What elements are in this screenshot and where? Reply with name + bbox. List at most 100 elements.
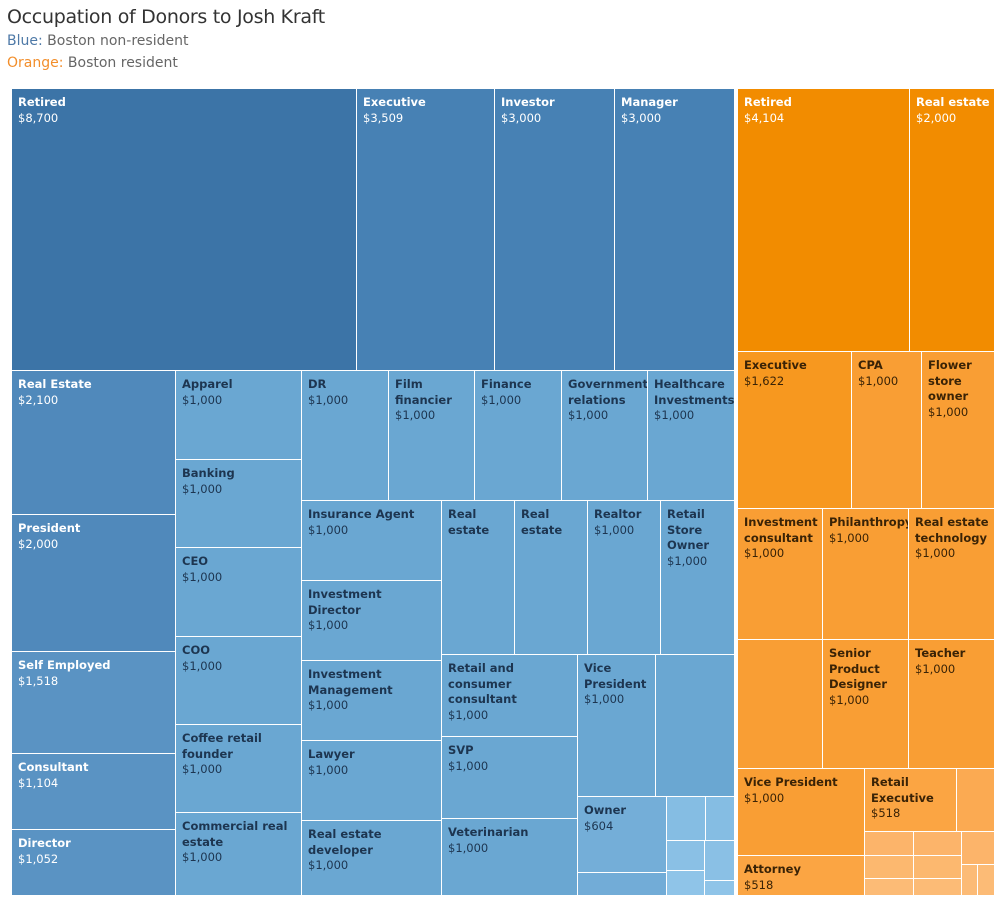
cell-label: Real estate developer: [308, 827, 382, 857]
cell-value: $1,000: [915, 546, 956, 560]
cell-label: Manager: [621, 95, 678, 109]
cell-value: $1,000: [308, 762, 349, 777]
treemap-cell-nonresident-self-employed[interactable]: Self Employed $1,518: [12, 652, 176, 754]
legend-orange-key: Orange:: [7, 55, 64, 71]
treemap-cell-resident-executive[interactable]: Executive $1,622: [738, 352, 852, 509]
cell-value: $1,000: [182, 569, 223, 584]
chart-title: Occupation of Donors to Josh Kraft: [7, 6, 325, 28]
cell-label: Real estate: [916, 95, 990, 109]
treemap-cell-nonresident-owner[interactable]: Owner $604: [578, 797, 667, 873]
cell-value: $604: [584, 818, 614, 833]
cell-label: President: [18, 521, 81, 535]
treemap-cell-nonresident-dr[interactable]: DR $1,000: [302, 371, 389, 501]
treemap-cell-nonresident-manager[interactable]: Manager $3,000: [615, 89, 735, 371]
resident-small-cell[interactable]: [914, 856, 962, 879]
cell-value: $1,000: [308, 392, 349, 407]
cell-label: Real Estate: [18, 377, 92, 391]
cell-label: Consultant: [18, 760, 89, 774]
treemap-cell-nonresident-coffee-retail-founder[interactable]: Coffee retail founder $1,000: [176, 725, 302, 813]
cell-label: Commercial real estate: [182, 819, 288, 849]
treemap-cell-nonresident-executive[interactable]: Executive $3,509: [357, 89, 495, 371]
treemap-cell-nonresident-coo[interactable]: COO $1,000: [176, 637, 302, 725]
resident-small-cell[interactable]: [978, 865, 995, 896]
treemap-cell-resident-real-estate-technology[interactable]: Real estate technology $1,000: [909, 509, 995, 640]
resident-small-cell[interactable]: [865, 879, 914, 896]
cell-value: $1,000: [928, 404, 969, 419]
treemap-cell-nonresident-real-estate[interactable]: Real estate: [442, 501, 515, 655]
nonresident-small-cell[interactable]: [705, 881, 735, 896]
nonresident-small-cell[interactable]: [656, 655, 735, 797]
resident-small-cell[interactable]: [914, 879, 962, 896]
nonresident-small-cell[interactable]: [706, 797, 735, 841]
treemap-cell-nonresident-insurance-agent[interactable]: Insurance Agent $1,000: [302, 501, 442, 581]
treemap-cell-nonresident-healthcare-investments[interactable]: Healthcare Investments $1,000: [648, 371, 735, 501]
treemap-cell-nonresident-finance[interactable]: Finance $1,000: [475, 371, 562, 501]
cell-label: CPA: [858, 358, 883, 372]
cell-value: $3,000: [621, 110, 662, 125]
cell-value: $8,700: [18, 110, 59, 125]
treemap-cell-resident-cpa[interactable]: CPA $1,000: [852, 352, 922, 509]
treemap-cell-resident-retired[interactable]: Retired $4,104: [738, 89, 910, 352]
cell-value: $1,052: [18, 851, 59, 866]
treemap-cell-resident-attorney[interactable]: Attorney $518: [738, 856, 865, 896]
treemap-cell-nonresident-realtor[interactable]: Realtor $1,000: [588, 501, 661, 655]
treemap-cell-nonresident-president[interactable]: President $2,000: [12, 515, 176, 652]
treemap-cell-resident-teacher[interactable]: Teacher $1,000: [909, 640, 995, 769]
resident-small-cell[interactable]: [962, 865, 978, 896]
nonresident-small-cell[interactable]: [578, 873, 667, 896]
treemap-cell-resident-retail-executive[interactable]: Retail Executive $518: [865, 769, 957, 832]
resident-small-cell[interactable]: [914, 832, 962, 856]
treemap-cell-nonresident-commercial-real-estate[interactable]: Commercial real estate $1,000: [176, 813, 302, 896]
treemap-cell-resident-philanthropy[interactable]: Philanthropy $1,000: [823, 509, 909, 640]
treemap-cell-nonresident-retired[interactable]: Retired $8,700: [12, 89, 357, 371]
cell-value: $1,000: [744, 790, 785, 805]
resident-small-cell[interactable]: [957, 769, 995, 832]
nonresident-small-cell[interactable]: [705, 841, 735, 881]
treemap-cell-nonresident-veterinarian[interactable]: Veterinarian $1,000: [442, 819, 578, 896]
cell-value: $1,000: [182, 658, 223, 673]
treemap-cell-nonresident-real-estate[interactable]: Real estate: [515, 501, 588, 655]
treemap-cell-nonresident-retail-store-owner[interactable]: Retail Store Owner $1,000: [661, 501, 735, 655]
cell-value: $1,000: [481, 392, 522, 407]
cell-value: $1,000: [654, 408, 695, 422]
treemap-cell-nonresident-real-estate-developer[interactable]: Real estate developer $1,000: [302, 821, 442, 896]
cell-value: $1,000: [448, 840, 489, 855]
cell-value: $1,000: [915, 661, 956, 676]
cell-value: $4,104: [744, 110, 785, 125]
cell-label: Real estate: [448, 507, 490, 537]
resident-small-cell[interactable]: [962, 832, 995, 865]
cell-label: COO: [182, 643, 210, 657]
cell-label: Retired: [744, 95, 792, 109]
treemap-cell-nonresident-consultant[interactable]: Consultant $1,104: [12, 754, 176, 830]
treemap-cell-resident-real-estate[interactable]: Real estate $2,000: [910, 89, 995, 352]
treemap-cell-nonresident-lawyer[interactable]: Lawyer $1,000: [302, 741, 442, 821]
treemap-cell-resident-flower-store-owner[interactable]: Flower store owner $1,000: [922, 352, 995, 509]
nonresident-small-cell[interactable]: [667, 871, 705, 896]
cell-label: Self Employed: [18, 658, 111, 672]
treemap-cell-nonresident-retail-and-consumer-consultant[interactable]: Retail and consumer consultant $1,000: [442, 655, 578, 737]
treemap-cell-nonresident-ceo[interactable]: CEO $1,000: [176, 548, 302, 637]
treemap-cell-nonresident-government-relations[interactable]: Government relations $1,000: [562, 371, 648, 501]
treemap-cell-nonresident-investment-management[interactable]: Investment Management $1,000: [302, 661, 442, 741]
treemap-cell-nonresident-investor[interactable]: Investor $3,000: [495, 89, 615, 371]
treemap-cell-resident-senior-product-designer[interactable]: Senior Product Designer $1,000: [823, 640, 909, 769]
cell-value: $1,622: [744, 373, 785, 388]
nonresident-small-cell[interactable]: [667, 797, 706, 841]
resident-small-cell[interactable]: [738, 640, 823, 769]
cell-label: Realtor: [594, 507, 642, 521]
treemap-cell-nonresident-film-financier[interactable]: Film financier $1,000: [389, 371, 475, 501]
treemap-cell-nonresident-apparel[interactable]: Apparel $1,000: [176, 371, 302, 460]
treemap-cell-nonresident-real-estate[interactable]: Real Estate $2,100: [12, 371, 176, 515]
treemap-cell-nonresident-svp[interactable]: SVP $1,000: [442, 737, 578, 819]
nonresident-small-cell[interactable]: [667, 841, 705, 871]
treemap-cell-nonresident-banking[interactable]: Banking $1,000: [176, 460, 302, 548]
treemap-cell-nonresident-vice-president[interactable]: Vice President $1,000: [578, 655, 656, 797]
treemap-cell-nonresident-investment-director[interactable]: Investment Director $1,000: [302, 581, 442, 661]
treemap-cell-resident-vice-president[interactable]: Vice President $1,000: [738, 769, 865, 856]
cell-label: Investor: [501, 95, 555, 109]
treemap-cell-resident-investment-consultant[interactable]: Investment consultant $1,000: [738, 509, 823, 640]
treemap-cell-nonresident-director[interactable]: Director $1,052: [12, 830, 176, 896]
resident-small-cell[interactable]: [865, 856, 914, 879]
cell-label: Government relations: [568, 377, 648, 407]
resident-small-cell[interactable]: [865, 832, 914, 856]
